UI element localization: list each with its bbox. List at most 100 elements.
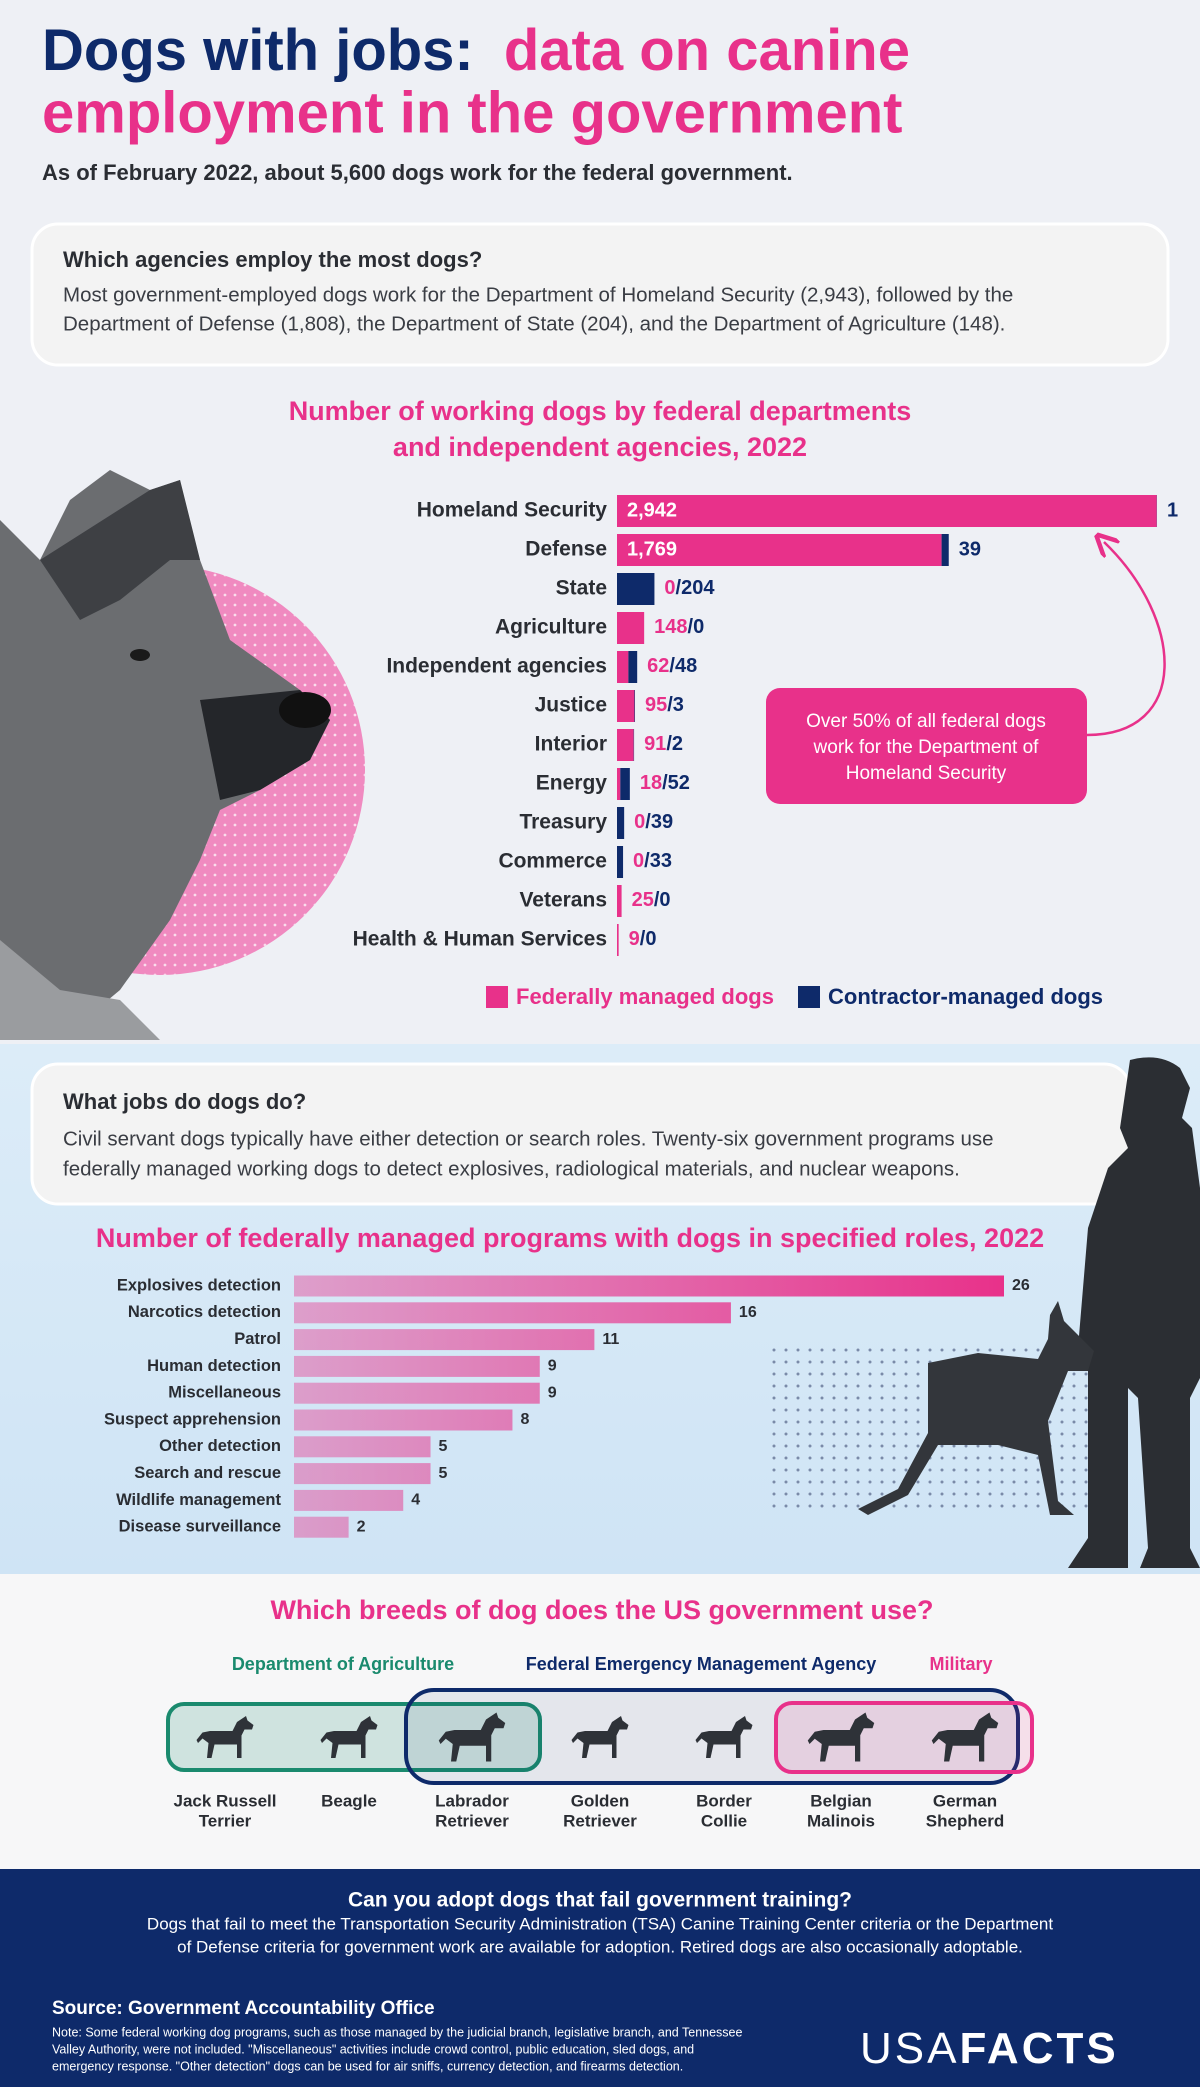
bar	[294, 1409, 513, 1431]
category-label: Miscellaneous	[168, 1384, 281, 1402]
federal-value: 18	[640, 772, 662, 794]
federal-value: 9	[629, 928, 640, 950]
breeds-title: Which breeds of dog does the US governme…	[270, 1595, 933, 1625]
federal-value: 0	[664, 577, 675, 599]
annotation-text: Over 50% of all federal dogs	[806, 711, 1046, 732]
value-label: 95/3	[645, 694, 684, 716]
logo-light: USA	[860, 2024, 959, 2073]
note: Valley Authority, were not included. "Mi…	[52, 2042, 694, 2056]
category-label: Health & Human Services	[353, 928, 607, 951]
federal-value: 148	[654, 616, 687, 638]
category-label: Treasury	[519, 811, 607, 834]
category-label: Agriculture	[495, 616, 607, 639]
group-label: Military	[929, 1654, 992, 1674]
category-label: Energy	[536, 772, 608, 795]
adoption-text: of Defense criteria for government work …	[177, 1937, 1023, 1956]
source: Source: Government Accountability Office	[52, 1998, 435, 2019]
bar	[294, 1275, 1004, 1297]
bar-federal	[617, 924, 619, 956]
federal-value: 95	[645, 694, 667, 716]
legend-swatch	[486, 986, 508, 1008]
bar	[294, 1302, 731, 1324]
value-label: 0/204	[664, 577, 715, 599]
value-label: 91/2	[644, 733, 683, 755]
annotation-box	[766, 688, 1087, 804]
card-text: federally managed working dogs to detect…	[63, 1157, 960, 1180]
footer-background	[0, 1869, 1200, 2087]
bar-contractor	[941, 534, 949, 566]
category-label: Suspect apprehension	[104, 1410, 281, 1428]
bar-contractor	[628, 651, 638, 683]
separator: /	[667, 694, 673, 716]
legend-label: Contractor-managed dogs	[828, 984, 1103, 1009]
title-rest: data on canine	[504, 18, 910, 83]
card-heading: Which agencies employ the most dogs?	[63, 247, 482, 272]
bar-federal	[617, 495, 1157, 527]
category-label: Homeland Security	[417, 499, 608, 522]
category-label: Other detection	[159, 1437, 281, 1455]
breed-name: Terrier	[199, 1811, 252, 1830]
group-label: Department of Agriculture	[232, 1654, 454, 1674]
breed-name: Border	[696, 1791, 752, 1810]
card-text: Department of Defense (1,808), the Depar…	[63, 312, 1005, 335]
value-label: 4	[411, 1492, 420, 1509]
title-rest: employment in the government	[42, 80, 902, 145]
breed-name: Shepherd	[926, 1811, 1004, 1830]
bar-federal	[617, 651, 629, 683]
value-label: 0/39	[634, 811, 673, 833]
category-label: Narcotics detection	[128, 1303, 281, 1321]
separator: /	[662, 772, 668, 794]
contractor-value: 52	[668, 772, 690, 794]
chart-title: Number of federally managed programs wit…	[96, 1223, 1044, 1253]
federal-value: 62	[647, 655, 669, 677]
separator: /	[676, 577, 682, 599]
card-heading: What jobs do dogs do?	[63, 1089, 306, 1114]
legend-swatch	[798, 986, 820, 1008]
contractor-value: 2	[672, 733, 683, 755]
category-label: Wildlife management	[116, 1491, 281, 1509]
separator: /	[640, 928, 646, 950]
adoption-text: Dogs that fail to meet the Transportatio…	[147, 1914, 1053, 1933]
contractor-value: 204	[681, 577, 715, 599]
breed-name: Golden	[571, 1791, 630, 1810]
annotation-text: Homeland Security	[846, 763, 1007, 784]
annotation-text: work for the Department of	[813, 737, 1040, 758]
subtitle: As of February 2022, about 5,600 dogs wo…	[42, 160, 793, 185]
federal-value: 91	[644, 733, 666, 755]
value-label: 5	[439, 1438, 448, 1455]
annotation-arrow	[1086, 542, 1166, 737]
breed-name: German	[933, 1791, 997, 1810]
bar-federal	[617, 612, 645, 644]
agencies-card	[30, 222, 1170, 367]
value-label: 25/0	[632, 889, 671, 911]
bar-federal	[617, 768, 621, 800]
category-label: Explosives detection	[117, 1276, 281, 1294]
breed-name: Collie	[701, 1811, 747, 1830]
value-label: 26	[1012, 1277, 1030, 1294]
breed-name: Jack Russell	[173, 1791, 276, 1810]
value-label: 9/0	[629, 928, 657, 950]
bar-contractor	[634, 690, 635, 722]
contractor-value: 0	[659, 889, 670, 911]
separator: /	[644, 850, 650, 872]
bar	[294, 1516, 349, 1538]
separator: /	[645, 811, 651, 833]
value-label: 16	[739, 1304, 757, 1321]
breed-name: Malinois	[807, 1811, 875, 1830]
group-label: Federal Emergency Management Agency	[526, 1654, 876, 1674]
breed-name: Belgian	[810, 1791, 871, 1810]
value-label: 2	[357, 1518, 366, 1535]
card-text: Civil servant dogs typically have either…	[63, 1127, 994, 1150]
group-box	[774, 1701, 1034, 1774]
officer-and-dog	[770, 1057, 1200, 1568]
bar-federal	[617, 729, 634, 761]
bar-federal	[617, 534, 942, 566]
dog-portrait	[0, 470, 365, 1040]
bar-federal	[617, 690, 635, 722]
chart-title: and independent agencies, 2022	[393, 432, 807, 462]
category-label: Search and rescue	[134, 1464, 281, 1482]
bar	[294, 1355, 540, 1377]
value-label: 11	[602, 1331, 619, 1348]
category-label: Defense	[525, 538, 607, 561]
